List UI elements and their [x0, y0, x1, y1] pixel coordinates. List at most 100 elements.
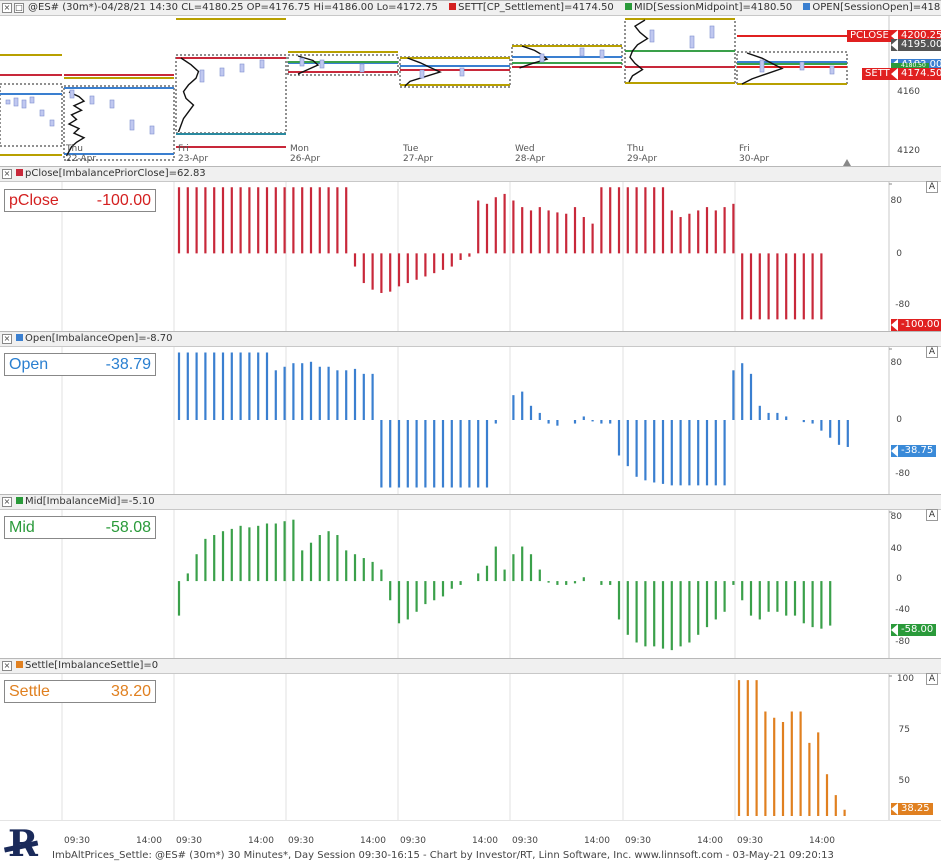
close-icon[interactable]: ×	[2, 497, 12, 507]
auto-scale-button[interactable]: A	[926, 509, 938, 521]
settle-value-box: Settle 38.20	[4, 680, 156, 703]
open-pane[interactable]: × Open[ImbalanceOpen]=-8.70 A Open -38.79…	[0, 331, 941, 494]
price-pane-header: × □ @ES# (30m*)-04/28/21 14:30 CL=4180.2…	[0, 0, 941, 16]
volume-profile	[65, 91, 86, 157]
time-axis-label: 09:30	[64, 836, 90, 846]
maximize-icon[interactable]: □	[14, 3, 24, 13]
settle-chart[interactable]	[0, 658, 941, 820]
price-candle	[829, 65, 835, 75]
open-label: Open	[9, 356, 49, 373]
price-candle	[21, 99, 27, 109]
open-value: -38.79	[105, 356, 151, 373]
time-axis-label: 09:30	[512, 836, 538, 846]
open-legend-swatch	[803, 3, 811, 10]
pclose-name-tag: PCLOSE	[847, 30, 892, 42]
open-legend: Open[ImbalanceOpen]=-8.70	[25, 333, 173, 344]
price-candle	[709, 25, 715, 39]
mid-y-label: 0	[896, 574, 902, 584]
last-price-tag: 4195.00	[891, 39, 941, 51]
price-candle	[539, 53, 545, 63]
price-candle	[459, 67, 465, 77]
mid-chart[interactable]	[0, 494, 941, 658]
sett-name-tag: SETT	[862, 68, 893, 80]
time-axis-label: 14:00	[136, 836, 162, 846]
settle-legend: Settle[ImbalanceSettle]=0	[25, 660, 159, 671]
open-pane-header: × Open[ImbalanceOpen]=-8.70	[0, 331, 941, 347]
date-label: Thu 29-Apr	[627, 144, 658, 164]
price-candle	[259, 59, 265, 69]
date-label: Thu 22-Apr	[66, 144, 97, 164]
price-candle	[759, 59, 765, 73]
auto-scale-button[interactable]: A	[926, 673, 938, 685]
open-legend-swatch	[16, 334, 23, 341]
close-icon[interactable]: ×	[2, 169, 12, 179]
close-icon[interactable]: ×	[2, 3, 12, 13]
date-label: Fri 23-Apr	[178, 144, 209, 164]
price-y-label: 4160	[897, 87, 920, 97]
price-candle	[49, 119, 55, 127]
pclose-value-box: pClose -100.00	[4, 189, 156, 212]
mid-value-box: Mid -58.08	[4, 516, 156, 539]
open-y-label: 0	[896, 415, 902, 425]
chart-footer: ImbAltPrices_Settle: @ES# (30m*) 30 Minu…	[52, 850, 834, 861]
settle-value: 38.20	[110, 683, 151, 700]
price-candle	[89, 95, 95, 105]
time-axis: 09:30 14:00 09:30 14:00 09:30 14:00 09:30 14:00…	[0, 820, 941, 848]
price-candle	[13, 97, 19, 107]
auto-scale-button[interactable]: A	[926, 346, 938, 358]
price-pane[interactable]: × □ @ES# (30m*)-04/28/21 14:30 CL=4180.2…	[0, 0, 941, 166]
pclose-legend: pClose[ImbalancePriorClose]=62.83	[25, 168, 206, 179]
mid-legend: Mid[ImbalanceMid]=-5.10	[25, 496, 155, 507]
settle-y-label: 75	[898, 725, 910, 735]
sett-legend-swatch	[449, 3, 457, 10]
sett-value-tag: 4174.50	[891, 68, 941, 80]
time-axis-label: 14:00	[360, 836, 386, 846]
volume-profile	[519, 45, 549, 69]
sett-legend: SETT[CP_Settlement]=4174.50	[458, 2, 614, 13]
time-axis-label: 09:30	[625, 836, 651, 846]
mid-y-label: -80	[895, 637, 910, 647]
session-box	[0, 83, 63, 147]
date-label: Fri 30-Apr	[739, 144, 770, 164]
mid-pane[interactable]: × Mid[ImbalanceMid]=-5.10 A Mid -58.08 80…	[0, 494, 941, 658]
session-box	[399, 56, 511, 88]
price-candle	[239, 63, 245, 73]
time-axis-label: 09:30	[400, 836, 426, 846]
price-candle	[419, 69, 425, 79]
mid-pane-header: × Mid[ImbalanceMid]=-5.10	[0, 494, 941, 510]
pclose-y-label: 0	[896, 249, 902, 259]
settle-y-label: 100	[896, 674, 914, 684]
close-icon[interactable]: ×	[2, 334, 12, 344]
pclose-chart[interactable]	[0, 166, 941, 332]
time-axis-label: 14:00	[472, 836, 498, 846]
price-candle	[69, 89, 75, 99]
price-candle	[149, 125, 155, 135]
open-value-tag: -38.75	[891, 445, 937, 457]
time-axis-label: 14:00	[584, 836, 610, 846]
price-candle	[649, 29, 655, 43]
price-candle	[799, 61, 805, 71]
price-candle	[109, 99, 115, 109]
close-icon[interactable]: ×	[2, 661, 12, 671]
time-axis-label: 14:00	[697, 836, 723, 846]
open-chart[interactable]	[0, 331, 941, 494]
price-legend-symbol: @ES# (30m*)-04/28/21 14:30 CL=4180.25 OP…	[28, 2, 438, 13]
price-chart[interactable]	[0, 0, 941, 166]
price-candle	[599, 49, 605, 59]
open-y-label: 80	[890, 358, 902, 368]
time-marker	[843, 159, 851, 166]
pclose-pane[interactable]: × pClose[ImbalancePriorClose]=62.83 A pC…	[0, 166, 941, 332]
price-candle	[39, 109, 45, 117]
settle-pane[interactable]: × Settle[ImbalanceSettle]=0 A Settle 38.2…	[0, 658, 941, 820]
volume-profile	[177, 57, 200, 133]
auto-scale-button[interactable]: A	[926, 181, 938, 193]
price-candle	[29, 96, 35, 104]
price-candle	[319, 59, 325, 69]
volume-profile	[628, 19, 649, 83]
time-axis-label: 14:00	[248, 836, 274, 846]
mid-legend-swatch	[16, 497, 23, 504]
mid-y-label: 80	[890, 512, 902, 522]
time-axis-label: 14:00	[809, 836, 835, 846]
price-candle	[359, 63, 365, 73]
mid-value: -58.08	[105, 519, 151, 536]
